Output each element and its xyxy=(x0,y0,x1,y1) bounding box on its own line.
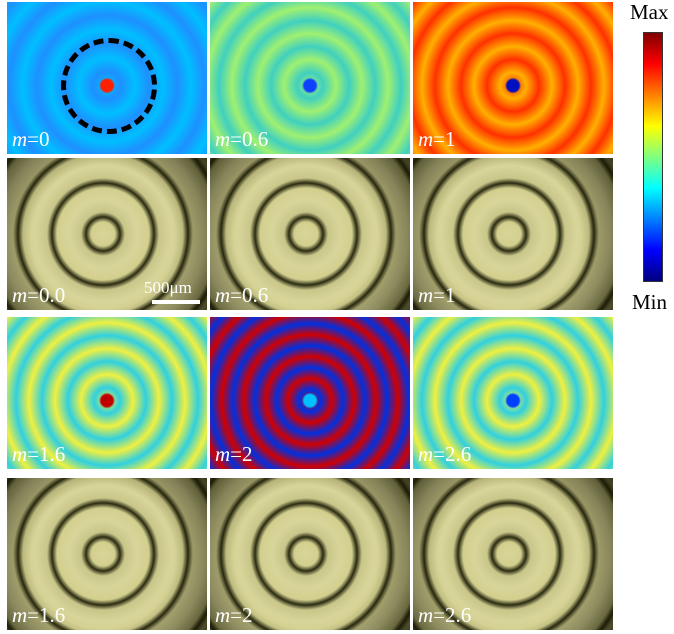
value: =0 xyxy=(27,127,49,151)
value: =2 xyxy=(230,442,252,466)
panel-label: m=2 xyxy=(215,442,253,467)
panel: m=2.6 xyxy=(413,478,613,630)
panel: m=0.6 xyxy=(210,158,410,310)
panel: m=1.6 xyxy=(7,478,207,630)
panel-label: m=2.6 xyxy=(418,442,471,467)
colorbar-max: Max xyxy=(630,0,669,25)
panel-label: m=1 xyxy=(418,283,456,308)
panel-label: m=0.6 xyxy=(215,127,268,152)
symbol: m xyxy=(12,603,27,627)
value: =1.6 xyxy=(27,442,65,466)
symbol: m xyxy=(418,442,433,466)
symbol: m xyxy=(418,127,433,151)
symbol: m xyxy=(12,283,27,307)
panel: m=2 xyxy=(210,317,410,469)
value: =2.6 xyxy=(433,442,471,466)
value: =1 xyxy=(433,283,455,307)
colorbar-min: Min xyxy=(632,290,667,315)
scale-bar xyxy=(152,300,200,304)
symbol: m xyxy=(215,603,230,627)
symbol: m xyxy=(418,603,433,627)
panel: m=2 xyxy=(210,478,410,630)
symbol: m xyxy=(215,442,230,466)
symbol: m xyxy=(215,127,230,151)
value: =0.6 xyxy=(230,283,268,307)
panel-label: m=0 xyxy=(12,127,50,152)
value: =0.0 xyxy=(27,283,65,307)
panel-label: m=2.6 xyxy=(418,603,471,628)
panel: m=2.6 xyxy=(413,317,613,469)
value: =2.6 xyxy=(433,603,471,627)
symbol: m xyxy=(12,127,27,151)
panel-label: m=2 xyxy=(215,603,253,628)
panel: m=0 xyxy=(7,2,207,154)
panel: m=1 xyxy=(413,2,613,154)
symbol: m xyxy=(215,283,230,307)
symbol: m xyxy=(12,442,27,466)
scale-bar-label: 500μm xyxy=(144,278,192,298)
figure: Max Min m=0m=0.6m=1m=0.0500μmm=0.6m=1m=1… xyxy=(0,0,674,634)
panel-label: m=1.6 xyxy=(12,603,65,628)
value: =1.6 xyxy=(27,603,65,627)
panel: m=0.0 500μm xyxy=(7,158,207,310)
panel-label: m=1.6 xyxy=(12,442,65,467)
value: =1 xyxy=(433,127,455,151)
value: =2 xyxy=(230,603,252,627)
colorbar xyxy=(643,32,663,282)
panel-label: m=0.0 xyxy=(12,283,65,308)
panel-label: m=0.6 xyxy=(215,283,268,308)
panel: m=1.6 xyxy=(7,317,207,469)
panel: m=0.6 xyxy=(210,2,410,154)
dashed-circle xyxy=(61,38,157,134)
panel: m=1 xyxy=(413,158,613,310)
panel-label: m=1 xyxy=(418,127,456,152)
value: =0.6 xyxy=(230,127,268,151)
symbol: m xyxy=(418,283,433,307)
